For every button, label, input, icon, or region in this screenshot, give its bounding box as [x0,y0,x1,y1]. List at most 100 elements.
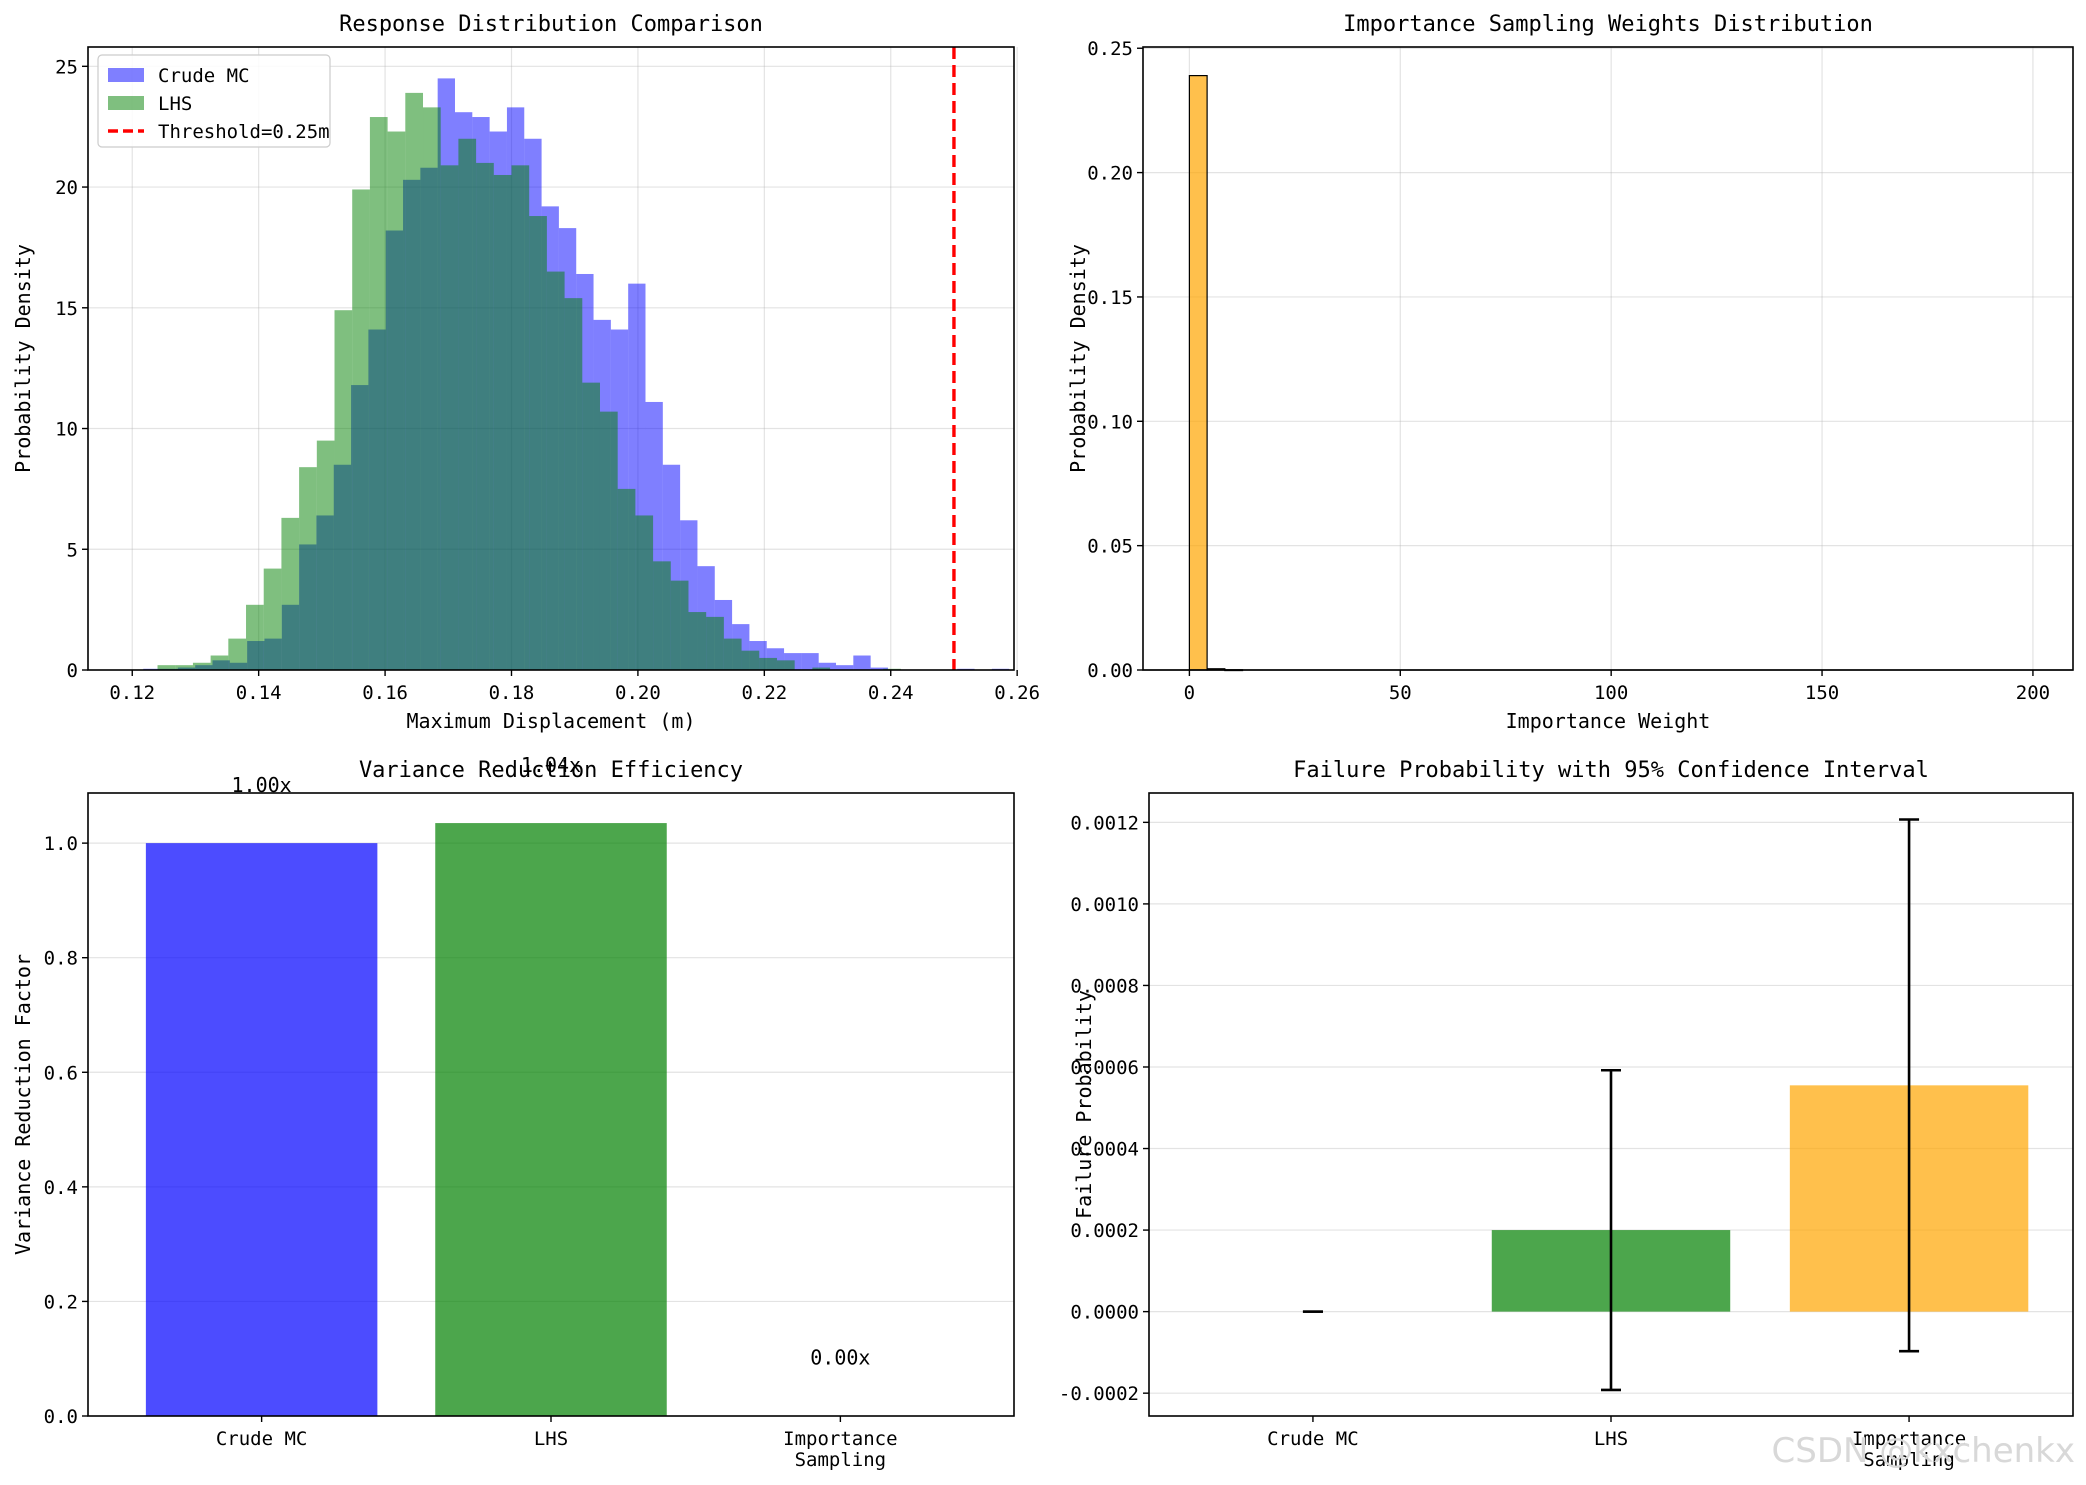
histogram-bar [228,638,247,670]
legend-swatch [108,96,144,110]
histogram-bar [801,653,819,670]
x-tick-label: Crude MC [1267,1428,1359,1450]
legend-box [97,54,331,148]
histogram-bar [706,616,724,670]
y-tick-label: 5 [67,539,78,561]
x-tick-label: 50 [1389,682,1412,704]
x-tick-label: 150 [1805,682,1839,704]
histogram-bar [192,662,211,670]
histogram-bar [653,561,671,670]
histogram-bar [281,517,300,670]
x-tick-label: 0.16 [362,682,408,704]
response-distribution-panel: 0 5 10 15 20 25 0.12 0.14 0.16 0.18 0.20 0.22 0.24 0.… [11,12,1040,733]
y-tick-label: 0.0 [44,1406,78,1428]
y-tick-label: 0.2 [44,1291,78,1313]
histogram-bar [352,189,370,670]
bar-value-label: 1.04x [521,753,581,777]
histogram-bar [776,660,795,670]
y-tick-label: 0.0000 [1070,1302,1139,1324]
x-tick-label: 0 [1184,682,1195,704]
histogram-bar [369,117,388,671]
y-tick-label: 10 [55,419,78,441]
axes-frame [1142,46,2074,671]
histogram-bar [723,638,742,670]
x-tick-label: 0.18 [489,682,535,704]
y-tick-label: 0.05 [1087,536,1133,558]
y-tick-label: 0.00 [1087,660,1133,682]
failure-probability-panel: -0.0002 0.0000 0.0002 0.0004 0.0006 0.0008 0.0… [1059,758,2074,1471]
y-tick-label: 20 [55,177,78,199]
histogram-bar [316,440,335,670]
histogram-bar [1188,75,1208,671]
histogram-bar [246,604,264,670]
histogram-bar [263,568,282,670]
chart-title: Importance Sampling Weights Distribution [1343,12,1873,37]
legend-label: Threshold=0.25m [158,121,330,143]
histogram-bar [423,107,441,670]
y-tick-label: 0.0010 [1070,894,1139,916]
histogram-bar [210,655,229,670]
y-tick-label: 0.0004 [1070,1139,1139,1161]
histogram-bar [529,216,547,670]
y-tick-label: 0.10 [1087,411,1133,433]
legend-label: LHS [158,93,192,115]
y-tick-label: 0.0006 [1070,1057,1139,1079]
y-axis-label: Variance Reduction Factor [11,954,35,1255]
x-tick-label: 0.24 [868,682,914,704]
y-tick-label: 1.0 [44,833,78,855]
chart-title: Variance Reduction Efficiency [359,758,743,783]
histogram-bar [175,665,193,670]
y-tick-label: 0.25 [1087,38,1133,60]
histogram-bar [759,657,777,670]
x-tick-label: 0.14 [236,682,282,704]
histogram-bar [387,131,406,670]
y-tick-label: -0.0002 [1059,1383,1139,1405]
y-axis-label: Probability Density [11,244,35,473]
histogram-bar [812,667,831,670]
y-axis-label: Failure Probability [1072,990,1096,1219]
y-tick-label: 25 [55,56,78,78]
x-tick-label: 0.26 [994,682,1040,704]
histogram-bar [741,650,760,670]
histogram-bar [635,515,654,670]
bar [435,823,667,1416]
x-axis-label: Maximum Displacement (m) [407,709,696,733]
histogram-bar [157,665,176,670]
histogram-bar [836,665,854,670]
x-tick-label: LHS [1594,1428,1628,1450]
importance-weights-panel: 0.00 0.05 0.10 0.15 0.20 0.25 0 50 100 150 200 Impo… [1066,12,2074,733]
histogram-bar [564,298,583,670]
x-axis-label: Importance Weight [1506,709,1711,733]
y-tick-label: 0.0008 [1070,975,1139,997]
y-tick-label: 0.0012 [1070,812,1139,834]
chart-title: Failure Probability with 95% Confidence … [1293,758,1929,783]
histogram-bar [334,310,353,670]
y-tick-label: 0.8 [44,948,78,970]
histogram-bar [670,580,689,670]
y-tick-label: 0.0002 [1070,1220,1139,1242]
legend-label: Crude MC [158,65,250,87]
x-tick-label: 200 [2016,682,2050,704]
histogram-bar [599,411,618,670]
histogram-bar [853,655,871,670]
x-tick-label: Crude MC [216,1428,308,1450]
watermark: CSDN @kxchenkx [1772,1431,2075,1471]
histogram-bar [458,138,477,670]
x-tick-label: LHS [534,1428,568,1450]
x-tick-label: 100 [1594,682,1628,704]
histogram-bar [440,165,459,670]
histogram-bar [511,165,530,670]
histogram-bar [582,382,600,670]
axes-frame [87,46,1015,671]
y-tick-label: 0.6 [44,1062,78,1084]
histogram-bar [818,662,837,670]
y-tick-label: 0.20 [1087,163,1133,185]
bar [145,843,378,1416]
y-tick-label: 15 [55,298,78,320]
y-tick-label: 0 [67,660,78,682]
histogram-bar [299,467,317,670]
histogram-bar [617,488,636,670]
x-tick-label: Importance Sampling [1852,1428,1966,1471]
